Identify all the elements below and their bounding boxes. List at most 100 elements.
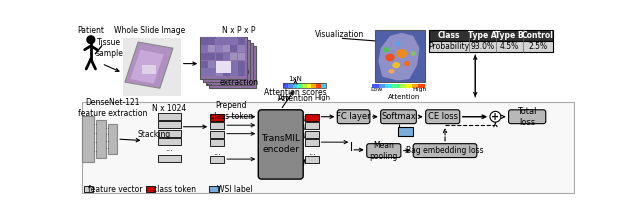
Bar (222, 74, 229, 82)
Bar (239, 77, 246, 85)
Bar (232, 70, 239, 77)
Bar (237, 45, 244, 52)
Bar (201, 53, 208, 60)
Bar (244, 44, 251, 51)
Bar (81, 116, 94, 162)
Bar (211, 63, 218, 71)
Bar (216, 38, 223, 45)
Ellipse shape (392, 62, 400, 68)
Bar (239, 62, 246, 69)
Bar (223, 61, 230, 68)
FancyBboxPatch shape (337, 110, 370, 124)
Text: Softmax: Softmax (381, 112, 416, 121)
Text: TransMIL
encoder: TransMIL encoder (261, 134, 300, 155)
Bar (218, 62, 225, 69)
Text: Control: Control (522, 31, 554, 40)
Bar (219, 71, 226, 79)
Bar (226, 71, 233, 79)
Bar (214, 44, 221, 51)
FancyBboxPatch shape (367, 144, 401, 158)
Bar (305, 131, 319, 137)
Bar (226, 40, 233, 48)
Text: class token: class token (153, 185, 196, 194)
Bar (210, 114, 224, 121)
Bar (214, 74, 221, 82)
Bar (399, 84, 405, 88)
Bar (237, 61, 244, 68)
Bar (218, 47, 225, 54)
Bar (204, 71, 211, 79)
Bar (222, 44, 229, 51)
Bar (208, 53, 215, 60)
Bar (244, 59, 251, 66)
FancyBboxPatch shape (509, 110, 546, 124)
Text: Probability: Probability (428, 42, 470, 51)
Bar (208, 61, 215, 68)
Text: Mean
pooling: Mean pooling (370, 141, 398, 161)
Bar (211, 48, 218, 56)
Bar (207, 59, 214, 66)
Bar (214, 59, 221, 66)
Text: High: High (314, 95, 330, 101)
Bar (223, 68, 230, 75)
Bar (237, 74, 244, 82)
Bar (234, 40, 241, 48)
Bar (241, 56, 248, 63)
Bar (429, 41, 553, 52)
Bar (201, 68, 208, 75)
Bar (241, 71, 248, 79)
Bar (232, 54, 239, 62)
Bar (206, 43, 253, 85)
Bar (209, 46, 256, 88)
Bar (201, 45, 208, 52)
Bar (95, 120, 106, 158)
Text: 2.5%: 2.5% (529, 42, 548, 51)
Text: Low: Low (371, 87, 383, 92)
Text: Total
loss: Total loss (517, 107, 537, 127)
Bar (237, 68, 244, 75)
Bar (204, 40, 211, 48)
Text: Whole Slide Image: Whole Slide Image (114, 26, 186, 35)
Bar (211, 56, 218, 63)
Text: Low: Low (278, 95, 291, 101)
Bar (209, 186, 219, 192)
Bar (230, 61, 237, 68)
Ellipse shape (396, 49, 407, 58)
Ellipse shape (410, 51, 416, 56)
Text: feature vector: feature vector (88, 185, 143, 194)
Bar (237, 53, 244, 60)
Polygon shape (378, 33, 419, 81)
Bar (204, 40, 250, 82)
Bar (244, 74, 251, 82)
Bar (204, 48, 211, 56)
Bar (230, 53, 237, 60)
Bar (210, 47, 217, 54)
Bar (214, 51, 221, 59)
Bar (210, 77, 217, 85)
Text: ...: ... (205, 77, 213, 87)
Text: ...: ... (213, 149, 221, 157)
Text: Class: Class (438, 31, 460, 40)
Bar (142, 65, 156, 74)
Bar (157, 113, 180, 120)
Ellipse shape (385, 54, 395, 61)
Bar (229, 59, 236, 66)
FancyBboxPatch shape (413, 144, 477, 158)
Bar (297, 83, 302, 88)
Bar (234, 71, 241, 79)
Bar (225, 77, 232, 85)
Ellipse shape (404, 61, 410, 66)
Text: Prepend
class token: Prepend class token (210, 101, 253, 121)
Bar (216, 45, 223, 52)
Bar (232, 77, 239, 85)
Bar (219, 48, 226, 56)
Text: Attention: Attention (388, 95, 420, 101)
Text: N x P x P: N x P x P (222, 26, 255, 35)
Bar (223, 53, 230, 60)
Bar (229, 74, 236, 82)
Bar (219, 56, 226, 63)
Bar (372, 84, 379, 88)
Circle shape (87, 36, 95, 44)
Bar (305, 114, 319, 121)
Bar (226, 56, 233, 63)
